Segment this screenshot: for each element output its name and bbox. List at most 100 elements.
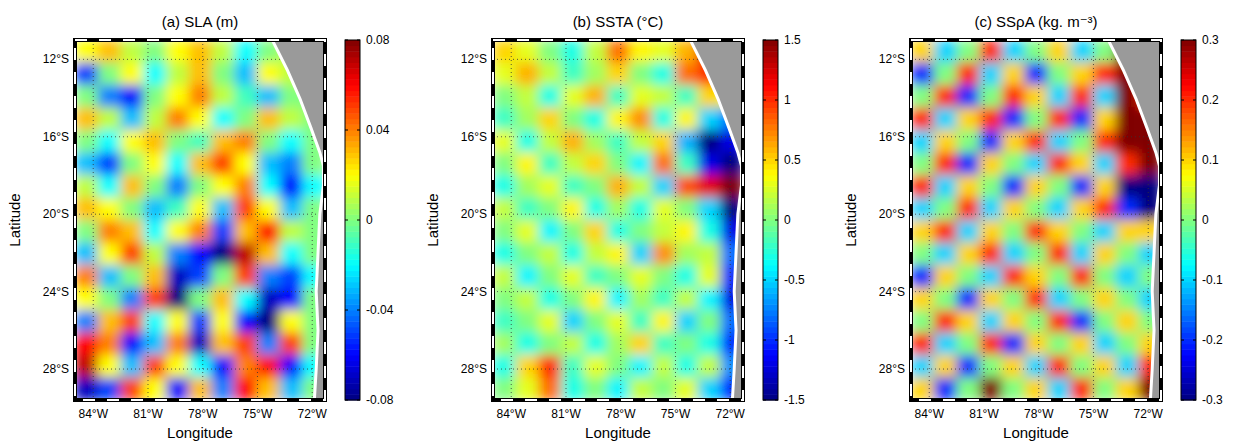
- cell: [234, 40, 257, 63]
- colorbar-tick: [763, 40, 766, 41]
- colorbar-gradient: [1181, 378, 1196, 384]
- cell: [1025, 288, 1048, 311]
- grid-line: [493, 136, 743, 137]
- cell: [98, 198, 121, 221]
- colorbar-tick-label: 0: [366, 213, 373, 227]
- cell: [675, 310, 698, 333]
- colorbar-gradient: [345, 141, 360, 147]
- cell: [98, 40, 121, 63]
- colorbar-tick: [345, 400, 348, 401]
- colorbar-tick-label: 0.04: [366, 123, 390, 137]
- frame: [911, 40, 1161, 400]
- cell: [98, 310, 121, 333]
- x-tick-label: 81°W: [133, 407, 163, 421]
- cell: [561, 198, 584, 221]
- colorbar-gradient: [763, 51, 778, 57]
- cell: [1070, 243, 1093, 266]
- cell: [1047, 333, 1070, 356]
- cell: [1116, 130, 1139, 153]
- cell: [493, 85, 516, 108]
- colorbar-gradient: [763, 147, 778, 153]
- cell: [1070, 40, 1093, 63]
- colorbar-tick-label: -0.5: [784, 273, 805, 287]
- cell: [166, 243, 189, 266]
- cell: [538, 63, 561, 86]
- cell: [166, 108, 189, 131]
- colorbar: -1.5-1-0.500.511.5: [763, 33, 805, 407]
- cell: [189, 243, 212, 266]
- cell: [493, 265, 516, 288]
- cell: [934, 288, 957, 311]
- colorbar-gradient: [763, 288, 778, 294]
- y-tick-label: 20°S: [879, 207, 905, 221]
- colorbar-tick: [357, 400, 360, 401]
- colorbar-tick: [1193, 160, 1196, 161]
- cell: [607, 310, 630, 333]
- colorbar-gradient: [1181, 74, 1196, 80]
- x-tick-label: 75°W: [243, 407, 273, 421]
- cell: [1093, 333, 1116, 356]
- cell: [143, 130, 166, 153]
- field: [75, 40, 325, 400]
- cell: [75, 40, 98, 63]
- cell: [956, 63, 979, 86]
- cell: [607, 378, 630, 401]
- cell: [1047, 243, 1070, 266]
- cell: [1002, 220, 1025, 243]
- colorbar-gradient: [345, 231, 360, 237]
- cell: [607, 63, 630, 86]
- cell: [120, 288, 143, 311]
- colorbar-gradient: [763, 310, 778, 316]
- colorbar-gradient: [763, 237, 778, 243]
- cell: [675, 265, 698, 288]
- cell: [934, 40, 957, 63]
- cell: [652, 130, 675, 153]
- colorbar-gradient: [763, 68, 778, 74]
- colorbar-tick: [763, 100, 766, 101]
- colorbar-gradient: [345, 248, 360, 254]
- colorbar-tick: [1181, 340, 1184, 341]
- cell: [1070, 288, 1093, 311]
- colorbar-gradient: [345, 169, 360, 175]
- colorbar-tick: [345, 310, 348, 311]
- colorbar-gradient: [763, 119, 778, 125]
- cell: [1047, 288, 1070, 311]
- x-tick-label: 81°W: [551, 407, 581, 421]
- cell: [189, 310, 212, 333]
- cell: [956, 355, 979, 378]
- colorbar-gradient: [763, 378, 778, 384]
- colorbar-gradient: [345, 51, 360, 57]
- colorbar-gradient: [763, 130, 778, 136]
- colorbar-tick-label: 0.3: [1202, 33, 1219, 47]
- cell: [189, 85, 212, 108]
- cell: [75, 265, 98, 288]
- colorbar-gradient: [763, 271, 778, 277]
- cell: [143, 220, 166, 243]
- cell: [1025, 175, 1048, 198]
- plot-area: [493, 40, 743, 400]
- colorbar-gradient: [1181, 372, 1196, 378]
- map-panel: 84°W81°W78°W75°W72°W12°S16°S20°S24°S28°S…: [424, 13, 805, 441]
- cell: [1070, 198, 1093, 221]
- cell: [1002, 40, 1025, 63]
- cell: [1047, 108, 1070, 131]
- cell: [956, 198, 979, 221]
- cell: [675, 130, 698, 153]
- cell: [629, 378, 652, 401]
- cell: [698, 288, 721, 311]
- cell: [257, 333, 280, 356]
- colorbar-gradient: [345, 383, 360, 389]
- colorbar-gradient: [345, 198, 360, 204]
- cell: [189, 265, 212, 288]
- colorbar-gradient: [763, 186, 778, 192]
- colorbar-tick: [345, 130, 348, 131]
- colorbar-gradient: [1181, 108, 1196, 114]
- colorbar-gradient: [345, 186, 360, 192]
- cell: [584, 220, 607, 243]
- cell: [493, 333, 516, 356]
- cell: [911, 198, 934, 221]
- grid-line: [565, 40, 566, 400]
- colorbar-tick-label: -0.1: [1202, 273, 1223, 287]
- field: [493, 40, 743, 400]
- cell: [584, 63, 607, 86]
